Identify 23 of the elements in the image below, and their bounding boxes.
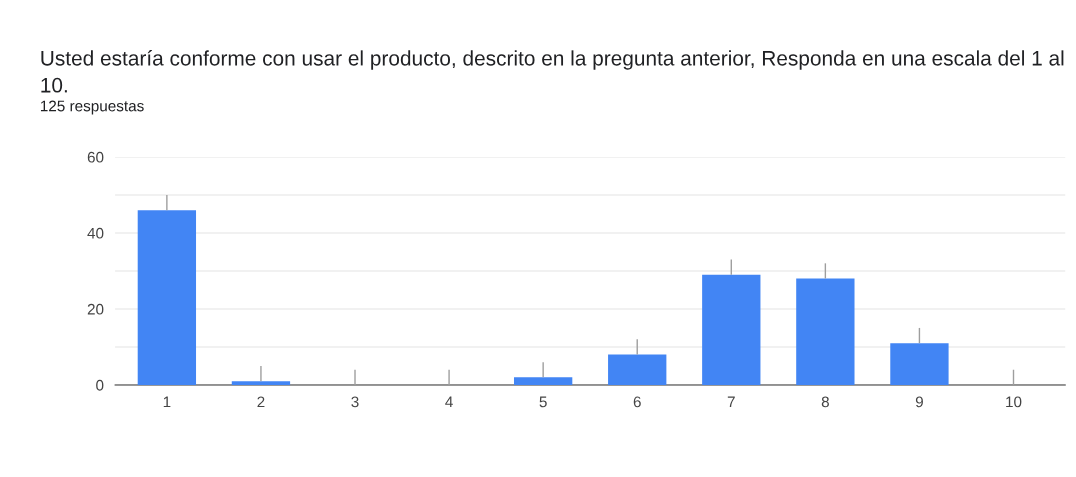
bar — [513, 377, 573, 385]
x-tick-label: 1 — [163, 396, 171, 408]
y-tick-label: 0 — [96, 379, 104, 391]
x-tick-label: 6 — [633, 396, 641, 408]
chart-subtitle: 125 respuestas — [40, 100, 144, 115]
chart-title: Usted estaría conforme con usar el producto, descrito en la pregunta anterior, Responda en una escala del 1 al 10. — [41, 50, 1064, 93]
bar — [137, 210, 197, 385]
y-tick-label: 40 — [87, 227, 104, 239]
x-tick-label: 10 — [1006, 396, 1022, 408]
x-tick-label: 8 — [821, 396, 829, 408]
bar — [702, 274, 761, 385]
bar — [608, 354, 667, 385]
bar — [231, 381, 291, 385]
x-tick-label: 2 — [257, 396, 265, 408]
bar — [796, 278, 855, 385]
x-tick-label: 7 — [727, 396, 735, 408]
x-tick-label: 9 — [915, 396, 923, 408]
y-tick-label: 60 — [87, 151, 104, 163]
bar — [890, 343, 949, 385]
x-tick-label: 3 — [351, 396, 359, 408]
x-tick-label: 5 — [539, 396, 547, 408]
y-tick-label: 20 — [87, 303, 104, 315]
x-tick-label: 4 — [445, 396, 453, 408]
